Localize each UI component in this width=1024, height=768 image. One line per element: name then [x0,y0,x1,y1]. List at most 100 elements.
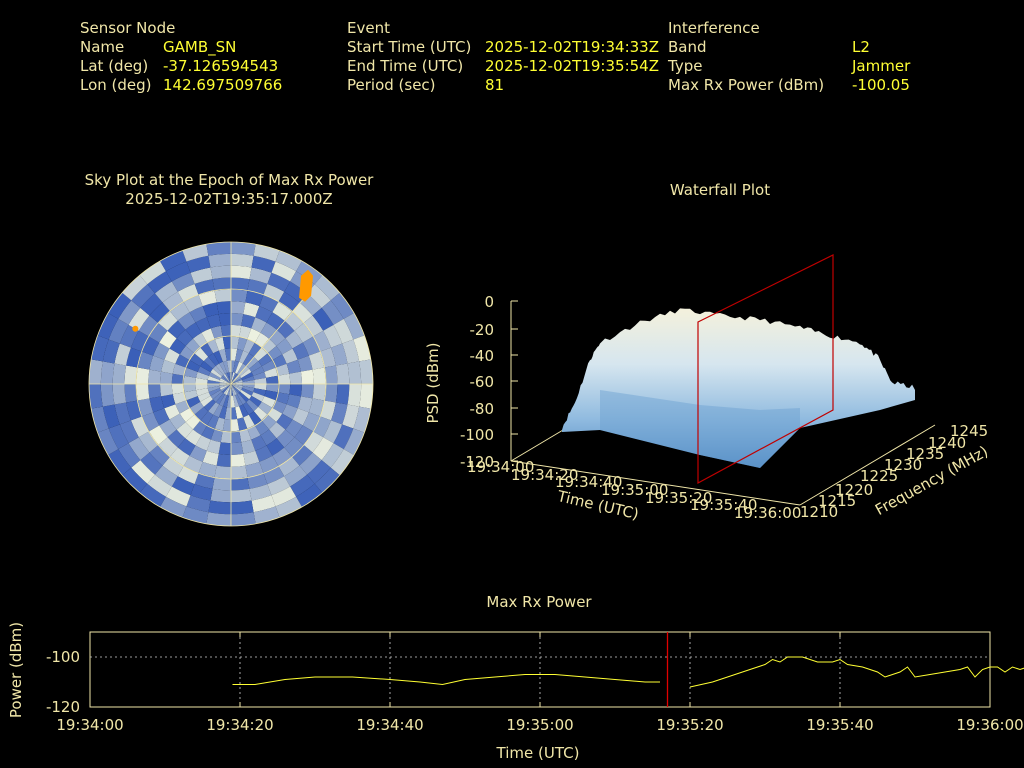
sky-cell [210,428,223,443]
sky-cell [219,381,231,384]
sky-cell [282,404,298,420]
sky-cell [238,365,250,377]
sky-cell [231,418,240,432]
y-tick-2: 1220 [835,481,873,499]
sky-cell [275,363,290,376]
sky-cell [312,384,326,401]
sky-cell [207,384,220,389]
sky-cell [161,359,176,374]
sky-cell [231,384,234,396]
sky-cell [323,420,343,444]
sky-cell [108,449,132,476]
sky-cell [231,395,236,408]
sky-cell [237,417,248,431]
sky-cell [200,395,213,407]
event-period-value: 81 [485,76,505,94]
sky-cell [278,291,300,312]
sky-cell [207,386,220,393]
sky-cell [231,384,236,396]
interference-power-value: -100.05 [852,76,910,94]
z-tick-0: 0 [484,293,494,311]
sky-cell [183,384,197,393]
sky-cell [255,306,273,323]
sky-cell [275,496,302,518]
sky-cell [231,430,242,444]
sky-cell [243,302,260,318]
sky-cell [219,384,231,387]
sky-cell [231,477,250,491]
sky-cell [239,428,252,443]
sky-cell [221,384,231,394]
sky-cell [265,375,279,384]
sky-cell [225,384,231,396]
sky-cell [149,355,165,372]
z-tick-2: -40 [470,347,495,365]
sky-cell [231,376,242,384]
sensor-name-value: GAMB_SN [163,38,237,56]
sky-cell [171,476,195,496]
satellite-marker [132,325,139,332]
sky-cell [254,420,270,436]
sky-cell [292,408,309,426]
sky-cell [224,407,231,420]
sky-cell [333,318,354,344]
interference-band-label: Band [668,38,707,56]
sky-cell [231,360,236,373]
sky-cell [172,392,187,405]
sky-cell [231,372,234,384]
sky-cell [241,372,254,380]
sky-cell [331,343,348,366]
power-x-tick-1: 19:34:20 [206,716,273,734]
sky-cell [312,367,326,384]
sky-cell [130,416,150,438]
sky-cell [263,465,285,485]
sky-cell [158,311,178,331]
sky-cell [208,253,231,268]
y-tick-1: 1215 [818,492,856,510]
sky-cell [89,384,103,409]
sky-cell [239,350,249,364]
sky-cell [330,292,354,319]
sky-cell [314,275,340,301]
sky-cell [314,467,340,493]
max-rx-power-ticks [89,632,991,707]
sky-cell [149,444,171,466]
sky-cell [128,307,150,331]
sky-cell [108,318,129,344]
sky-cell [184,390,198,401]
sky-cell [200,411,214,425]
sky-cell [226,360,231,373]
sky-cell [233,395,240,408]
power-line-segment [990,666,1024,673]
sky-cell [220,430,231,444]
sky-cell [231,384,241,394]
sky-cell [303,315,324,337]
event-end-label: End Time (UTC) [347,57,464,75]
sky-cell [186,255,211,273]
event-start-value: 2025-12-02T19:34:33Z [485,38,659,56]
event-start-label: Start Time (UTC) [347,38,472,56]
sky-cell [277,384,291,395]
interference-heading: Interference [668,19,760,37]
sky-cell [321,300,344,325]
sky-cell [214,417,225,431]
sky-cell [218,313,231,326]
sky-cell [307,460,331,484]
power-x-label: Time (UTC) [496,744,580,762]
sky-cell [233,360,240,373]
sky-cell [222,336,231,350]
power-x-tick-0: 19:34:00 [56,716,123,734]
sky-cell [271,354,287,368]
sky-cell [142,336,160,356]
sky-cell [175,400,191,414]
sky-cell [220,324,231,338]
sky-cell [231,348,238,361]
sky-cell [189,306,207,323]
sky-cell [249,267,272,284]
sky-cell [291,444,313,466]
interference-power-label: Max Rx Power (dBm) [668,76,825,94]
sky-cell [342,404,360,429]
waterfall-title: Waterfall Plot [669,181,771,199]
sky-cell [253,371,266,380]
sky-cell [231,384,237,396]
